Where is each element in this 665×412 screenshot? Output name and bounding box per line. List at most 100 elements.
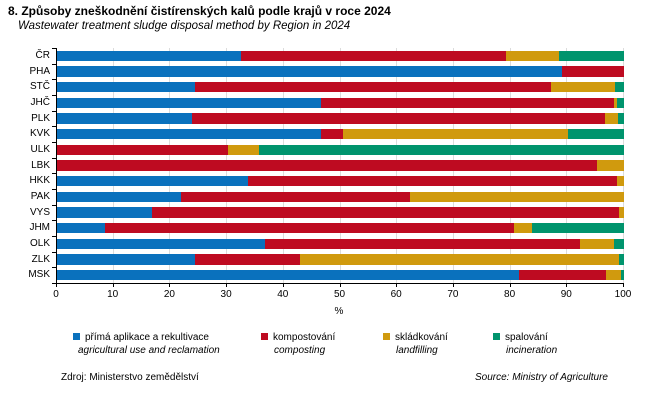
bar-segment-incineration bbox=[258, 144, 624, 156]
bar-row-stč bbox=[57, 81, 624, 93]
bar-row-zlk bbox=[57, 254, 624, 265]
bar-segment-landfilling bbox=[342, 128, 569, 140]
x-tick-20 bbox=[169, 283, 171, 287]
y-label-plk: PLK bbox=[31, 112, 50, 124]
x-tick-label-60: 60 bbox=[390, 289, 402, 300]
x-tick-50 bbox=[339, 283, 341, 287]
y-label-vys: VYS bbox=[29, 206, 50, 218]
legend: přímá aplikace a rekultivace agricultural… bbox=[0, 331, 665, 365]
y-label-ulk: ULK bbox=[30, 143, 50, 155]
bar-segment-incineration bbox=[618, 254, 624, 265]
y-tick-13 bbox=[52, 251, 57, 253]
y-tick-1 bbox=[52, 63, 57, 65]
bar-segment-incineration bbox=[618, 113, 624, 124]
y-tick-4 bbox=[52, 110, 57, 112]
x-tick-label-70: 70 bbox=[447, 289, 459, 300]
bar-segment-composting bbox=[57, 160, 598, 171]
y-label-lbk: LBK bbox=[31, 159, 50, 171]
x-tick-label-30: 30 bbox=[220, 289, 232, 300]
legend-label-en-agricultural-use-and-reclamation: agricultural use and reclamation bbox=[78, 345, 220, 356]
legend-text-cz-landfilling: skládkování bbox=[395, 332, 448, 343]
y-tick-0 bbox=[52, 48, 57, 49]
bar-segment-agricultural-use-and-reclamation bbox=[57, 50, 242, 62]
y-label-jhm: JHM bbox=[29, 222, 50, 234]
x-tick-40 bbox=[282, 283, 284, 287]
bar-segment-composting bbox=[57, 144, 228, 156]
y-label-stč: STČ bbox=[30, 81, 50, 93]
bar-row-lbk bbox=[57, 160, 624, 171]
bar-segment-landfilling bbox=[606, 269, 622, 281]
x-tick-90 bbox=[566, 283, 568, 287]
source-english: Source: Ministry of Agriculture bbox=[474, 372, 608, 383]
bar-segment-composting bbox=[320, 97, 614, 109]
bar-segment-landfilling bbox=[579, 238, 614, 250]
chart-title: 8. Způsoby zneškodnění čistírenských kal… bbox=[8, 4, 391, 18]
bar-row-pha bbox=[57, 66, 624, 77]
y-tick-5 bbox=[52, 126, 57, 128]
x-tick-label-40: 40 bbox=[277, 289, 289, 300]
legend-text-cz-composting: kompostování bbox=[273, 332, 336, 343]
bar-row-plk bbox=[57, 113, 624, 124]
legend-item-landfilling: skládkování landfilling bbox=[383, 331, 448, 357]
x-tick-80 bbox=[509, 283, 511, 287]
y-label-čr: ČR bbox=[35, 49, 50, 61]
legend-label-cz-incineration: spalování bbox=[493, 331, 557, 344]
bar-segment-incineration bbox=[568, 128, 624, 140]
legend-label-en-composting: composting bbox=[274, 345, 326, 356]
x-tick-label-10: 10 bbox=[107, 289, 119, 300]
bar-segment-landfilling bbox=[604, 113, 619, 124]
y-tick-7 bbox=[52, 157, 57, 159]
legend-label-en-incineration: incineration bbox=[506, 345, 558, 356]
bar-row-jhč bbox=[57, 97, 624, 109]
bar-segment-agricultural-use-and-reclamation bbox=[57, 222, 106, 234]
bar-segment-landfilling bbox=[619, 207, 624, 218]
bar-segment-composting bbox=[320, 128, 343, 140]
bar-segment-composting bbox=[152, 207, 620, 218]
y-tick-8 bbox=[52, 173, 57, 175]
bar-segment-agricultural-use-and-reclamation bbox=[57, 113, 192, 124]
bar-segment-landfilling bbox=[613, 97, 618, 109]
bar-row-msk bbox=[57, 269, 624, 281]
bar-segment-agricultural-use-and-reclamation bbox=[57, 238, 266, 250]
bar-row-čr bbox=[57, 50, 624, 62]
bar-segment-landfilling bbox=[513, 222, 533, 234]
bar-segment-landfilling bbox=[300, 254, 619, 265]
chart-subtitle: Wastewater treatment sludge disposal met… bbox=[18, 20, 351, 32]
bar-segment-agricultural-use-and-reclamation bbox=[57, 207, 153, 218]
y-label-msk: MSK bbox=[28, 269, 50, 281]
bar-segment-agricultural-use-and-reclamation bbox=[57, 128, 321, 140]
legend-item-incineration: spalování incineration bbox=[493, 331, 557, 357]
bar-segment-agricultural-use-and-reclamation bbox=[57, 175, 249, 187]
bar-segment-incineration bbox=[558, 50, 624, 62]
x-tick-label-90: 90 bbox=[560, 289, 572, 300]
bar-segment-composting bbox=[105, 222, 514, 234]
y-tick-3 bbox=[52, 95, 57, 96]
legend-label-cz-landfilling: skládkování bbox=[383, 331, 448, 344]
bar-segment-composting bbox=[195, 254, 301, 265]
y-label-pak: PAK bbox=[30, 190, 50, 202]
x-tick-60 bbox=[396, 283, 398, 287]
x-tick-label-20: 20 bbox=[163, 289, 175, 300]
y-label-jhč: JHČ bbox=[30, 96, 50, 108]
plot-area bbox=[52, 48, 624, 287]
y-tick-9 bbox=[52, 189, 57, 190]
bar-segment-incineration bbox=[613, 238, 624, 250]
y-tick-2 bbox=[52, 79, 57, 81]
x-tick-70 bbox=[452, 283, 454, 287]
legend-label-en-landfilling: landfilling bbox=[396, 345, 438, 356]
x-tick-10 bbox=[112, 283, 114, 287]
legend-text-cz-incineration: spalování bbox=[505, 332, 548, 343]
bar-segment-agricultural-use-and-reclamation bbox=[57, 81, 195, 93]
legend-swatch-incineration bbox=[493, 332, 500, 340]
y-tick-14 bbox=[52, 267, 57, 269]
bar-segment-landfilling bbox=[551, 81, 616, 93]
y-tick-15 bbox=[52, 283, 57, 284]
y-label-hkk: HKK bbox=[29, 175, 50, 187]
legend-swatch-landfilling bbox=[383, 332, 390, 340]
bar-segment-agricultural-use-and-reclamation bbox=[57, 254, 196, 265]
x-tick-label-100: 100 bbox=[614, 289, 632, 300]
bar-segment-incineration bbox=[617, 97, 624, 109]
y-label-pha: PHA bbox=[29, 65, 50, 77]
x-tick-label-80: 80 bbox=[504, 289, 516, 300]
bar-segment-agricultural-use-and-reclamation bbox=[57, 191, 181, 203]
